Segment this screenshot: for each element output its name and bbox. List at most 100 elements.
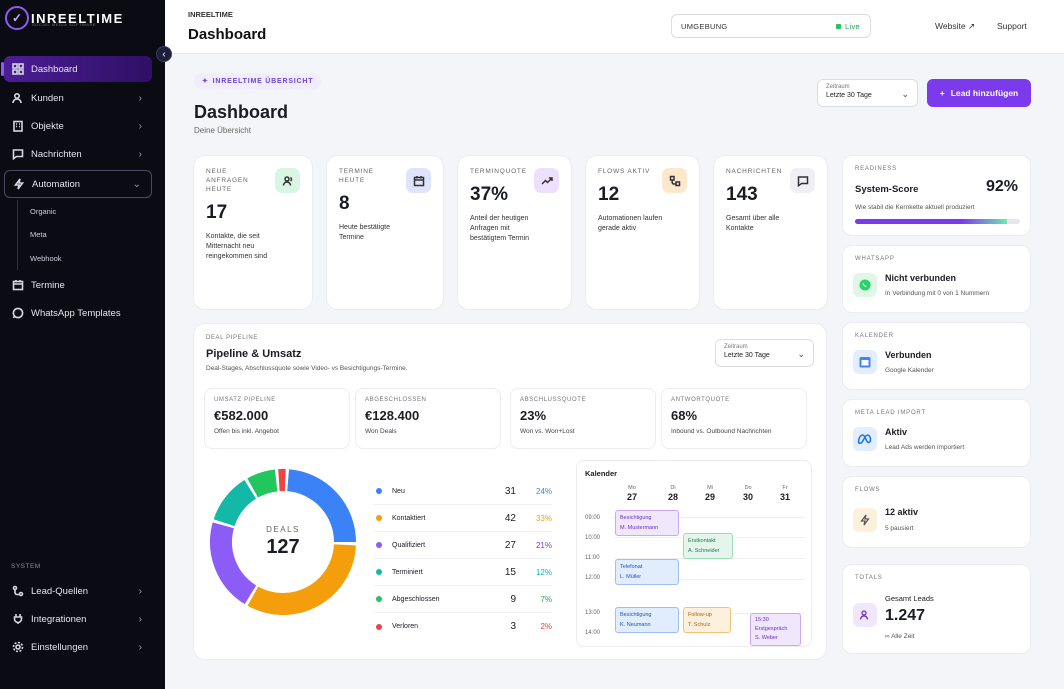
overview-pill: ✦ INREELTIME ÜBERSICHT [194,73,322,89]
live-status: Live [836,22,860,31]
day-name: Fr [782,485,788,491]
stat-abgeschlossen: ABGESCHLOSSEN €128.400 Won Deals [355,388,501,449]
flows-card[interactable]: FLOWS 12 aktiv 5 pausiert [842,476,1031,548]
calendar-event[interactable]: Telefonat L. Müller [615,559,679,585]
calendar-event[interactable]: 15:30 Erstgespräch S. Weber [750,613,801,646]
kpi-card-neue-anfragen[interactable]: NEUE ANFRAGEN HEUTE 17 Kontakte, die sei… [193,155,313,310]
zeitraum-label: Zeitraum [826,84,850,90]
calendar-day-mo[interactable]: Mo 27 [617,485,647,502]
donut-segment-abgeschlossen[interactable] [247,469,278,498]
sidebar-item-kunden[interactable]: Kunden › [4,85,152,111]
time-label: 12:00 [585,575,601,581]
chevron-right-icon: › [138,585,142,597]
card-sub: Lead Ads werden importiert [885,444,965,451]
event-person: S. Weber [755,635,778,641]
stage-name: Verloren [392,623,419,630]
collapse-sidebar-button[interactable]: ‹ [156,46,172,62]
sidebar-item-dashboard[interactable]: Dashboard [1,56,152,82]
stat-value: 23% [520,408,547,423]
card-title: Verbunden [885,350,932,360]
meta-lead-import-card[interactable]: META LEAD IMPORT Aktiv Lead Ads werden i… [842,399,1031,467]
add-lead-button[interactable]: + Lead hinzufügen [927,79,1031,107]
sidebar-item-label: Automation [32,178,81,190]
donut-segment-kontaktiert[interactable] [247,543,356,615]
sidebar-subitem-webhook[interactable]: Webhook [30,254,62,263]
calendar-event[interactable]: Besichtigung M. Mustermann [615,510,679,536]
kpi-desc: Heute bestätigte Termine [339,224,390,241]
kpi-card-nachrichten[interactable]: NACHRICHTEN 143 Gesamt über alle Kontakt… [713,155,828,310]
stage-count: 3 [510,621,516,632]
calendar-widget: Kalender Mo 27 Di 28 Mi 29 Do 30 Fr 31 09:00 … [576,460,812,647]
brand-logo[interactable]: ✓ INREELTIME [5,6,124,30]
stat-antwortquote: ANTWORTQUOTE 68% Inbound vs. Outbound Na… [661,388,807,449]
stage-pct: 24% [535,486,552,496]
plus-icon: + [939,88,945,98]
donut-segment-qualifiziert[interactable] [210,522,257,605]
zeitraum-select[interactable]: Zeitraum Letzte 30 Tage ⌄ [817,79,918,107]
kpi-card-termine-heute[interactable]: TERMINE HEUTE 8 Heute bestätigte Termine [326,155,444,310]
stage-row-abgeschlossen[interactable]: Abgeschlossen 9 7% [374,586,552,613]
calendar-event[interactable]: Erstkontakt A. Schneider [683,533,733,559]
calendar-day-do[interactable]: Do 30 [733,485,763,502]
sidebar-subitem-meta[interactable]: Meta [30,230,47,239]
stage-row-neu[interactable]: Neu 31 24% [374,478,552,505]
time-label: 09:00 [585,515,601,521]
sidebar-item-nachrichten[interactable]: Nachrichten › [4,141,152,167]
calendar-day-di[interactable]: Di 28 [658,485,688,502]
sparkle-icon: ✦ [202,78,209,85]
calendar-day-fr[interactable]: Fr 31 [770,485,800,502]
kpi-card-terminquote[interactable]: TERMINQUOTE 37% Anteil der heutigen Anfr… [457,155,572,310]
deals-donut-chart: DEALS 127 [202,457,364,627]
chevron-right-icon: › [138,641,142,653]
plug-icon [12,613,24,625]
sidebar-item-termine[interactable]: Termine [4,272,152,298]
sidebar-subitem-organic[interactable]: Organic [30,207,57,216]
readiness-card[interactable]: READINESS System-Score 92% Wie stabil di… [842,155,1031,236]
whatsapp-card[interactable]: WHATSAPP Nicht verbunden In Verbindung m… [842,245,1031,313]
sidebar-item-whatsapp-templates[interactable]: WhatsApp Templates [4,300,152,326]
donut-segment-terminiert[interactable] [213,480,257,527]
sidebar-item-label: Kunden [31,92,64,104]
zeitraum-value: Letzte 30 Tage [724,352,770,359]
kpi-card-flows-aktiv[interactable]: FLOWS AKTIV 12 Automationen laufen gerad… [585,155,700,310]
sidebar-item-einstellungen[interactable]: Einstellungen › [4,634,152,660]
sidebar-item-objekte[interactable]: Objekte › [4,113,152,139]
chevron-down-icon: ⌄ [797,349,805,359]
stage-row-verloren[interactable]: Verloren 3 2% [374,613,552,640]
google-calendar-icon [853,350,877,374]
totals-card[interactable]: TOTALS Gesamt Leads 1.247 ∞ Alle Zeit [842,564,1031,654]
stat-umsatz-pipeline: UMSATZ PIPELINE €582.000 Offen bis inkl.… [204,388,350,449]
stage-name: Kontaktiert [392,514,426,522]
stage-row-qualifiziert[interactable]: Qualifiziert 27 21% [374,532,552,559]
card-title: Nicht verbunden [885,273,957,283]
legend-dot [376,623,382,630]
kalender-card[interactable]: KALENDER Verbunden Google Kalender [842,322,1031,390]
kpi-value: 12 [598,184,620,205]
grid-line [613,517,805,518]
sidebar-item-integrationen[interactable]: Integrationen › [4,606,152,632]
support-link[interactable]: Support [997,21,1027,31]
sidebar-item-lead-quellen[interactable]: Lead-Quellen › [4,578,152,604]
stage-count: 31 [504,485,516,497]
donut-segment-neu[interactable] [286,469,356,543]
environment-indicator[interactable]: UMGEBUNG Live [671,14,871,38]
sidebar-item-automation[interactable]: Automation ⌄ [4,170,152,198]
sidebar-item-label: Integrationen [31,613,87,625]
donut-label: DEALS [266,525,300,534]
stage-row-kontaktiert[interactable]: Kontaktiert 42 33% [374,505,552,532]
system-section-label: SYSTEM [11,563,41,570]
donut-center: DEALS 127 [202,457,364,627]
stat-abschlussquote: ABSCHLUSSQUOTE 23% Won vs. Won+Lost [510,388,656,449]
calendar-event[interactable]: Besichtigung K. Neumann [615,607,679,633]
stat-label: ABSCHLUSSQUOTE [520,397,587,403]
stage-row-terminiert[interactable]: Terminiert 15 12% [374,559,552,586]
topbar-title: Dashboard [188,26,267,43]
pipeline-zeitraum-select[interactable]: Zeitraum Letzte 30 Tage ⌄ [715,339,814,367]
event-title: Erstgespräch [755,626,788,632]
calendar-event[interactable]: Follow-up T. Schulz [683,607,731,633]
time-label: 11:00 [585,555,600,561]
website-link[interactable]: Website ↗ [935,21,975,32]
card-sub: Wie stabil die Kernkette aktuell produzi… [855,204,975,211]
calendar-day-mi[interactable]: Mi 29 [695,485,725,502]
total-leads-value: 1.247 [885,607,926,624]
